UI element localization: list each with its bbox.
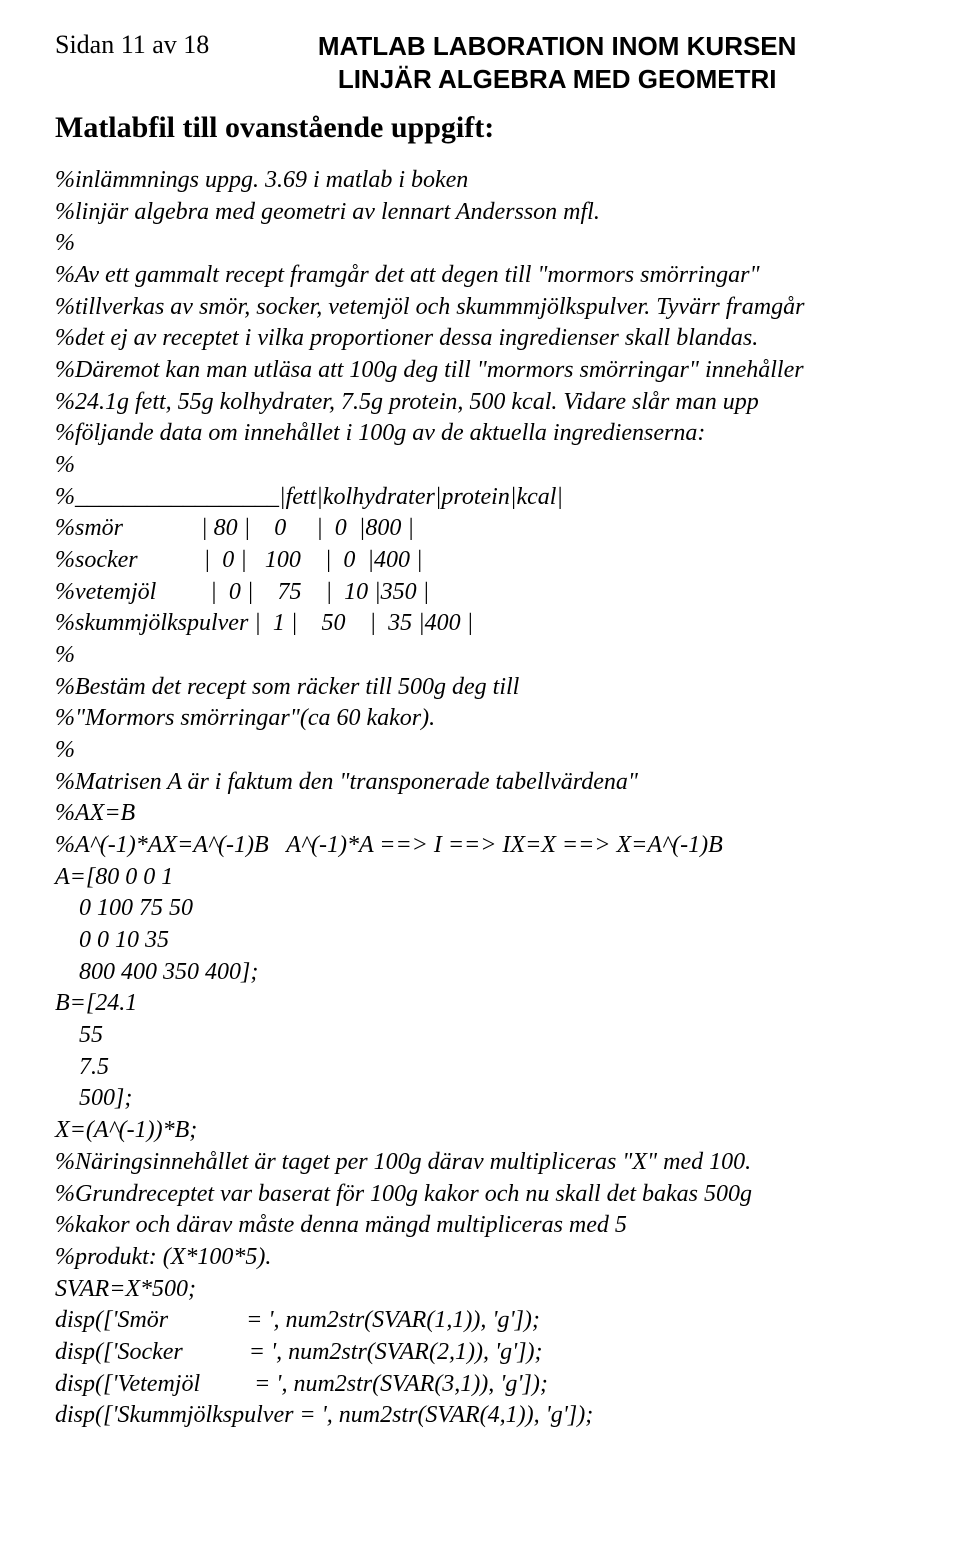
page-number: Sidan 11 av 18 [55,30,209,60]
page-header: Sidan 11 av 18 MATLAB LABORATION INOM KU… [55,30,905,95]
section-heading: Matlabfil till ovanstående uppgift: [55,111,905,145]
title-line-1: MATLAB LABORATION INOM KURSEN [209,30,905,63]
title-block: MATLAB LABORATION INOM KURSEN LINJÄR ALG… [209,30,905,95]
title-line-2: LINJÄR ALGEBRA MED GEOMETRI [209,63,905,96]
code-body: %inlämmnings uppg. 3.69 i matlab i boken… [55,165,905,1432]
document-page: Sidan 11 av 18 MATLAB LABORATION INOM KU… [0,0,960,1472]
